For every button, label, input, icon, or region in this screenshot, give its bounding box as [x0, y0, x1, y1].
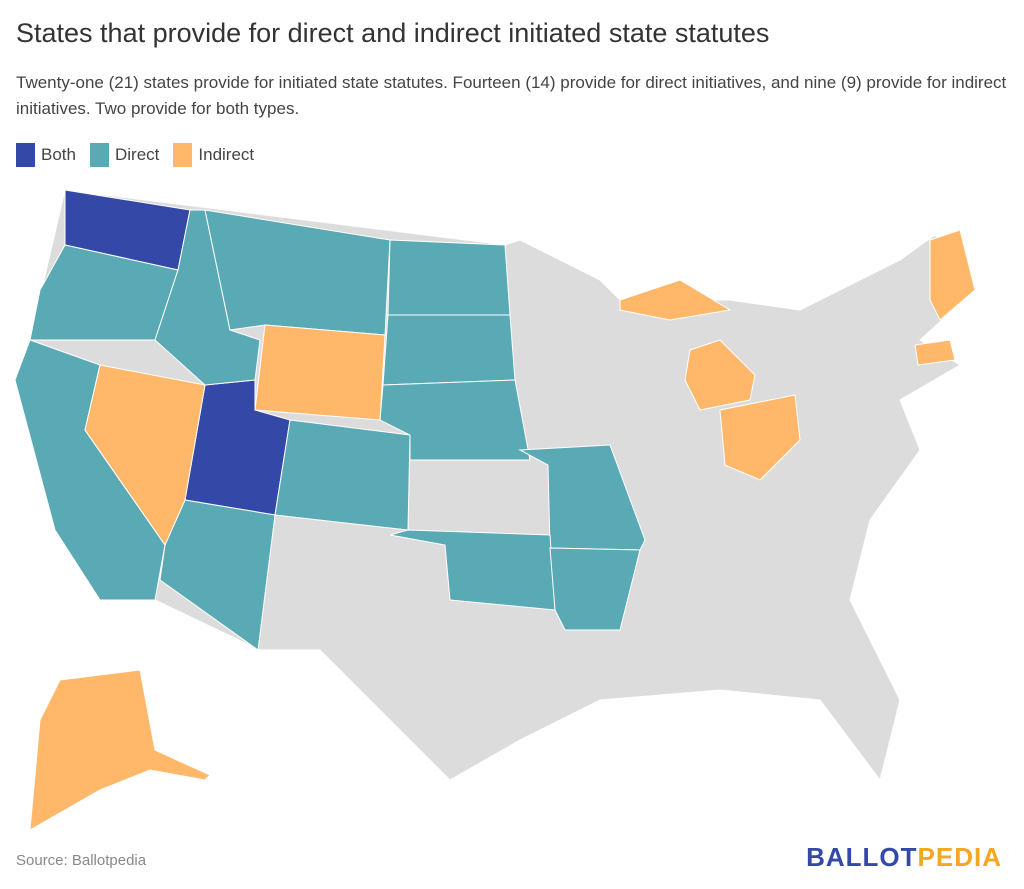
state-massachusetts [914, 339, 956, 366]
legend-swatch [16, 143, 35, 167]
chart-title: States that provide for direct and indir… [16, 18, 770, 48]
legend-item-indirect: Indirect [173, 143, 254, 167]
state-south-dakota [382, 314, 516, 386]
state-oregon [29, 244, 179, 341]
legend-label: Both [41, 145, 76, 164]
logo-part1: BALLOT [806, 842, 918, 872]
legend-item-direct: Direct [89, 143, 160, 167]
legend-swatch [89, 143, 109, 167]
logo-part2: PEDIA [917, 842, 1002, 872]
state-michigan [684, 339, 756, 411]
state-nevada [84, 364, 206, 547]
state-north-dakota [387, 239, 511, 316]
state-ohio [719, 394, 801, 481]
source-note: Source: Ballotpedia [16, 852, 147, 869]
legend-item-both: Both [16, 143, 76, 167]
state-maine [929, 229, 976, 321]
state-michigan-upper-peninsula [619, 279, 732, 321]
state-wyoming [254, 324, 386, 421]
ballotpedia-logo: BALLOTPEDIA [806, 842, 1002, 873]
legend: Both Direct Indirect [16, 143, 254, 167]
legend-swatch [173, 143, 193, 167]
legend-label: Direct [114, 145, 160, 164]
state-alaska [29, 669, 211, 831]
chart-subtitle: Twenty-one (21) states provide for initi… [16, 73, 1007, 118]
legend-label: Indirect [198, 145, 255, 164]
state-arkansas [549, 547, 641, 631]
us-map [14, 189, 976, 831]
state-colorado [274, 419, 411, 531]
